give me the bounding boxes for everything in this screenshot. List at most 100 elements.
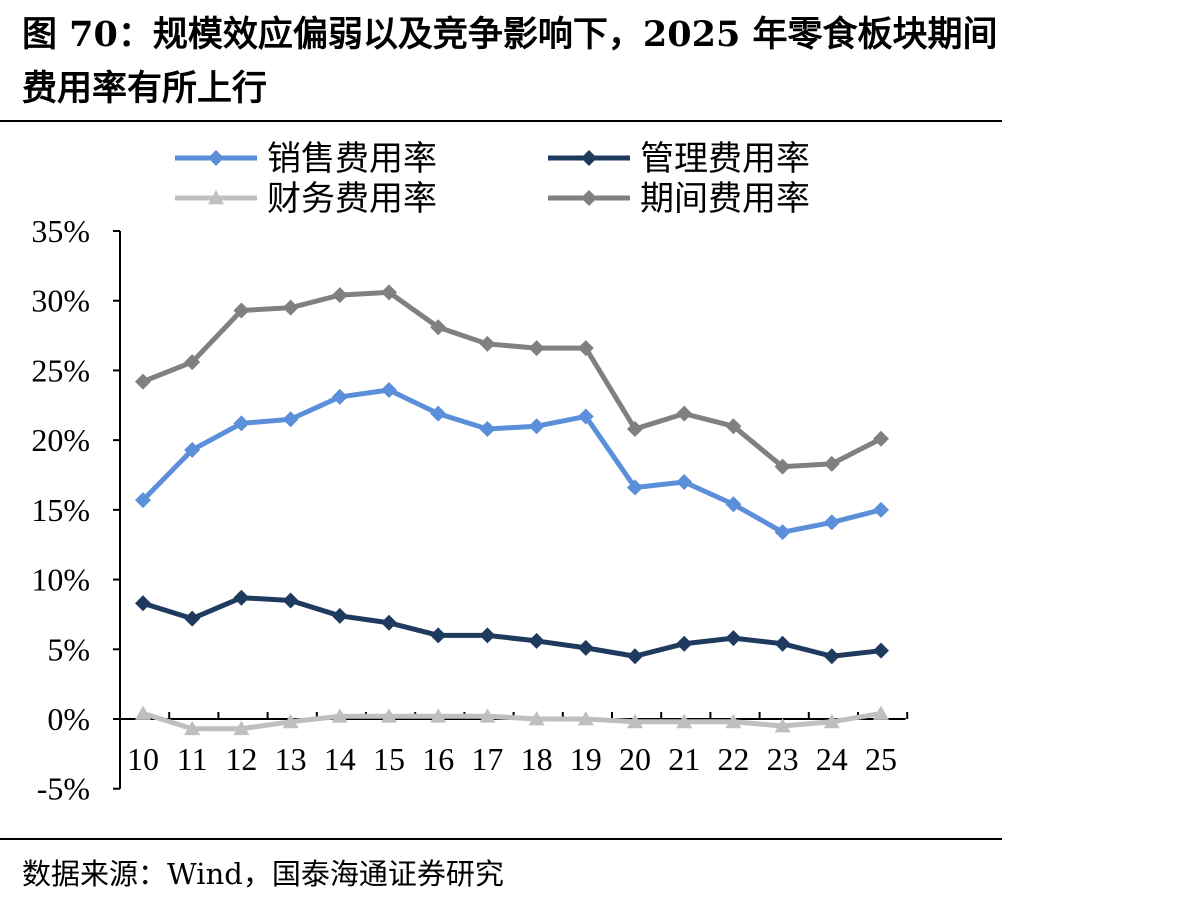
legend-swatch-marker — [208, 150, 224, 166]
legend-item: 销售费用率 — [175, 140, 437, 178]
data-point — [331, 388, 348, 405]
data-point — [873, 430, 889, 447]
series-line — [142, 595, 882, 659]
x-tick-label: 14 — [324, 741, 356, 777]
data-point — [430, 708, 447, 723]
data-point — [233, 589, 250, 606]
data-point — [676, 405, 693, 422]
data-point — [774, 717, 791, 733]
data-point — [381, 381, 397, 398]
y-tick-label: 25% — [31, 352, 90, 388]
data-point — [135, 595, 151, 612]
data-point — [184, 720, 201, 736]
data-point — [233, 415, 250, 432]
data-point — [528, 340, 545, 357]
x-tick-label: 19 — [570, 741, 602, 777]
legend-label: 期间费用率 — [640, 180, 810, 218]
series-line — [142, 289, 883, 470]
data-point — [479, 335, 496, 352]
y-tick-label: 0% — [47, 701, 90, 737]
x-tick-label: 25 — [865, 741, 897, 777]
series-line — [142, 710, 882, 732]
data-point — [823, 713, 840, 729]
data-point — [135, 705, 151, 720]
data-point — [479, 420, 496, 437]
data-point — [479, 627, 496, 644]
data-point — [135, 492, 151, 509]
data-point — [331, 607, 348, 624]
x-tick-label: 16 — [422, 741, 454, 777]
axes: -5% 0% 5% 10% 15% 20% 25% 30% 35% 10 11 12 13 14 15 16 1… — [31, 213, 909, 807]
y-tick-label: 20% — [31, 422, 90, 458]
data-point — [873, 501, 889, 518]
data-point — [873, 705, 889, 720]
data-point — [430, 627, 447, 644]
y-tick-label: 15% — [31, 492, 90, 528]
x-tick-label: 22 — [717, 741, 749, 777]
legend-swatch-marker — [581, 150, 597, 166]
y-tick-label: 5% — [47, 631, 90, 667]
data-point — [676, 473, 693, 490]
data-point — [577, 639, 594, 656]
x-tick-label: 18 — [521, 741, 553, 777]
x-tick-label: 23 — [767, 741, 799, 777]
data-point — [577, 408, 594, 425]
data-point — [627, 648, 643, 665]
series-group — [135, 284, 889, 736]
x-tick-label: 24 — [816, 741, 848, 777]
data-point — [331, 287, 348, 304]
legend-label: 管理费用率 — [640, 140, 810, 178]
data-point — [725, 418, 742, 435]
data-point — [184, 441, 201, 458]
y-tick-label: -5% — [37, 771, 90, 807]
series-3 — [135, 705, 889, 736]
data-point — [823, 514, 840, 531]
data-point — [528, 418, 545, 435]
legend-item: 财务费用率 — [175, 180, 437, 218]
y-tick-label: 30% — [31, 283, 90, 319]
data-point — [725, 713, 742, 729]
data-point — [331, 708, 348, 723]
x-tick-label: 17 — [471, 741, 503, 777]
x-tick-label: 12 — [225, 741, 257, 777]
data-point — [282, 299, 299, 316]
series-4 — [135, 284, 889, 475]
data-point — [233, 302, 250, 319]
data-point — [774, 524, 791, 541]
data-point — [282, 411, 299, 428]
series-line — [141, 387, 882, 535]
data-point — [233, 720, 250, 736]
data-point — [479, 708, 496, 723]
data-point — [627, 713, 643, 729]
x-tick-label: 13 — [275, 741, 307, 777]
top-rule — [0, 120, 1002, 122]
data-point — [381, 614, 397, 631]
figure-title: 图 70：规模效应偏弱以及竞争影响下，2025 年零食板块期间费用率有所上行 — [22, 14, 998, 109]
x-tick-label: 15 — [373, 741, 405, 777]
data-point — [184, 610, 201, 627]
data-point — [577, 340, 594, 357]
data-point — [873, 642, 889, 659]
legend-label: 财务费用率 — [267, 180, 437, 218]
data-point — [774, 635, 791, 652]
data-point — [774, 458, 791, 475]
data-point — [381, 284, 397, 301]
data-point — [823, 455, 840, 472]
legend-item: 管理费用率 — [548, 140, 810, 178]
data-point — [676, 635, 693, 652]
x-tick-label: 10 — [127, 741, 159, 777]
data-point — [282, 713, 299, 729]
data-point — [528, 711, 545, 726]
legend-item: 期间费用率 — [548, 180, 810, 218]
data-point — [725, 496, 742, 513]
data-point — [430, 405, 447, 422]
data-point — [282, 592, 299, 609]
data-point — [135, 373, 151, 390]
x-tick-label: 11 — [177, 741, 208, 777]
series-1 — [135, 381, 889, 541]
x-tick-label: 21 — [668, 741, 700, 777]
data-point — [627, 420, 643, 437]
data-point — [528, 632, 545, 649]
